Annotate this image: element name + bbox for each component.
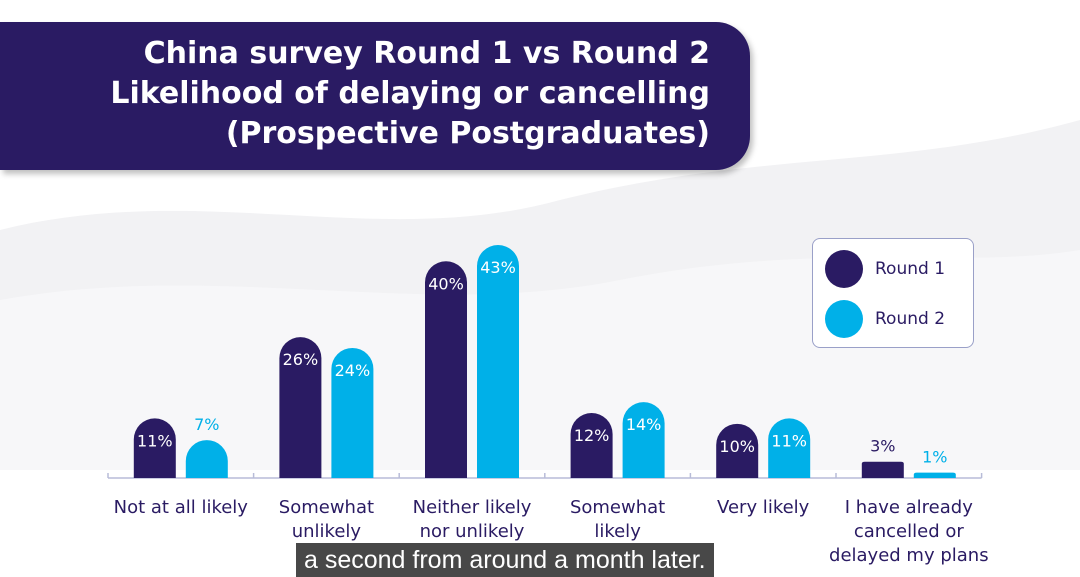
bar-round-2 xyxy=(913,472,956,478)
x-axis-category-label: nor unlikely xyxy=(420,521,525,542)
bar-value-label: 24% xyxy=(335,361,371,380)
legend-item-round-2: Round 2 xyxy=(825,300,946,338)
x-axis-category-label: likely xyxy=(594,521,641,542)
bar-round-1 xyxy=(716,423,759,478)
x-axis-category-label: unlikely xyxy=(292,521,362,542)
bar-value-label: 26% xyxy=(283,350,319,369)
bar-value-label: 14% xyxy=(626,415,662,434)
x-axis-category-label: Very likely xyxy=(717,497,810,518)
legend-item-round-1: Round 1 xyxy=(825,250,946,288)
legend-swatch-round-1 xyxy=(825,250,863,288)
legend-swatch-round-2 xyxy=(825,300,863,338)
bar-value-label: 3% xyxy=(870,437,895,456)
bar-round-2 xyxy=(331,347,374,478)
x-axis-category-label: delayed my plans xyxy=(829,545,989,566)
bar-value-label: 11% xyxy=(771,431,807,450)
bar-round-2 xyxy=(477,245,519,478)
bar-value-label: 11% xyxy=(137,431,173,450)
bar-round-2 xyxy=(622,402,665,478)
chart-title-line-3: (Prospective Postgraduates) xyxy=(225,116,710,151)
bar-round-2 xyxy=(185,440,228,478)
x-axis-category-label: Not at all likely xyxy=(114,497,249,518)
x-axis-category-label: Neither likely xyxy=(413,497,532,518)
video-caption: a second from around a month later. xyxy=(296,543,714,577)
legend-label-round-2: Round 2 xyxy=(875,309,946,329)
chart-title-line-1: China survey Round 1 vs Round 2 xyxy=(143,36,710,71)
chart-title-line-2: Likelihood of delaying or cancelling xyxy=(110,76,710,111)
bar-value-label: 10% xyxy=(719,437,755,456)
title-banner: China survey Round 1 vs Round 2 Likeliho… xyxy=(0,22,750,170)
bar-round-2 xyxy=(768,418,811,478)
bar-value-label: 12% xyxy=(574,426,610,445)
x-axis-category-label: Somewhat xyxy=(279,497,374,518)
bar-round-1 xyxy=(279,337,322,478)
bar-value-label: 43% xyxy=(480,258,516,277)
bar-round-1 xyxy=(570,412,613,478)
bar-value-label: 1% xyxy=(922,448,947,467)
bar-round-1 xyxy=(861,461,904,478)
x-axis-category-label: cancelled or xyxy=(854,521,965,542)
bar-round-1 xyxy=(133,418,176,478)
x-axis-category-label: I have already xyxy=(845,497,973,518)
chart-legend: Round 1 Round 2 xyxy=(812,238,974,348)
bar-value-label: 40% xyxy=(428,274,464,293)
bar-round-1 xyxy=(425,261,467,478)
legend-label-round-1: Round 1 xyxy=(875,259,946,279)
x-axis-category-label: Somewhat xyxy=(570,497,665,518)
bar-value-label: 7% xyxy=(194,415,219,434)
